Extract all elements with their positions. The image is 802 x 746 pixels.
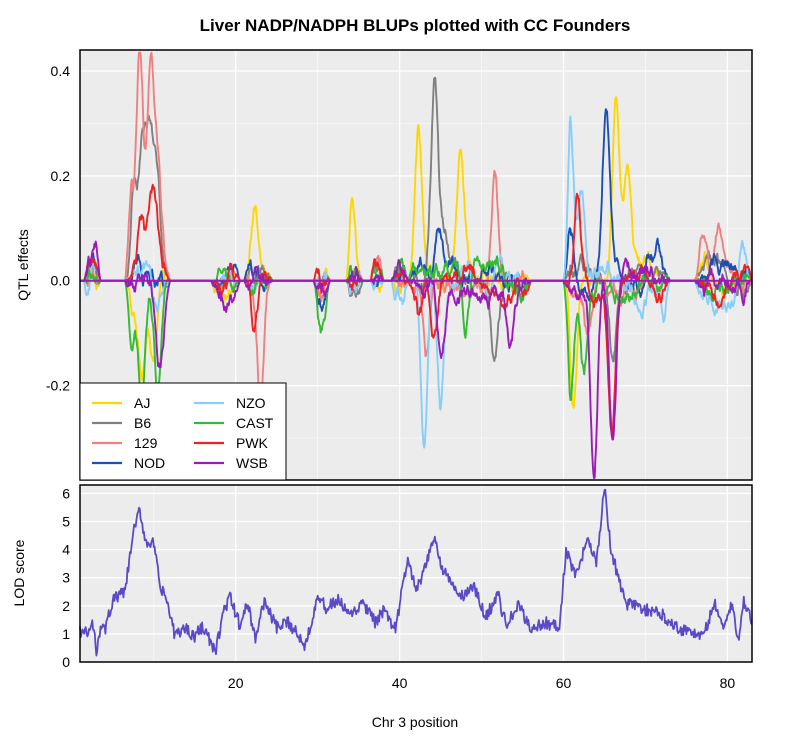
- qtl-effects-panel: -0.2 0.0 0.2 0.4 QTL effects AJ B6 129 NOD NZO C…: [15, 49, 753, 481]
- x-tick-label: 60: [556, 675, 572, 691]
- y-tick-label: 5: [62, 514, 70, 530]
- qtl-effects-axis-label: QTL effects: [15, 229, 31, 301]
- x-tick-label: 20: [228, 675, 244, 691]
- chart-title: Liver NADP/NADPH BLUPs plotted with CC F…: [200, 16, 631, 35]
- lod-score-series: [79, 488, 753, 657]
- lod-score-y-ticks: 0 1 2 3 4 5 6: [62, 485, 70, 670]
- lod-score-line: [79, 488, 753, 657]
- qtl-effect-series: [79, 51, 753, 480]
- lod-score-axis-label: LOD score: [11, 539, 27, 606]
- lod-score-panel: 0 1 2 3 4 5 6 LOD score 20 40 60 80: [11, 484, 753, 691]
- qtl-effects-frame: [79, 49, 753, 481]
- y-tick-label: 0.2: [51, 168, 71, 184]
- y-tick-label: 6: [62, 485, 70, 501]
- y-tick-label: 0: [62, 654, 70, 670]
- legend: AJ B6 129 NOD NZO CAST PWK WSB: [79, 382, 287, 481]
- y-tick-label: 2: [62, 598, 70, 614]
- legend-label: CAST: [236, 415, 274, 431]
- y-tick-label: 4: [62, 542, 70, 558]
- legend-label: AJ: [134, 395, 150, 411]
- legend-label: 129: [134, 435, 158, 451]
- y-tick-label: 1: [62, 626, 70, 642]
- x-axis-ticks: 20 40 60 80: [228, 675, 735, 691]
- x-tick-label: 40: [392, 675, 408, 691]
- legend-label: NOD: [134, 455, 165, 471]
- y-tick-label: -0.2: [46, 378, 70, 394]
- x-tick-label: 80: [720, 675, 736, 691]
- lod-score-frame: [79, 484, 753, 663]
- qtl-effects-y-ticks: -0.2 0.0 0.2 0.4: [46, 63, 70, 394]
- legend-label: PWK: [236, 435, 269, 451]
- y-tick-label: 3: [62, 570, 70, 586]
- y-tick-label: 0.4: [51, 63, 71, 79]
- x-axis-label: Chr 3 position: [372, 714, 458, 730]
- legend-label: NZO: [236, 395, 266, 411]
- legend-label: B6: [134, 415, 151, 431]
- legend-label: WSB: [236, 455, 268, 471]
- y-tick-label: 0.0: [51, 273, 71, 289]
